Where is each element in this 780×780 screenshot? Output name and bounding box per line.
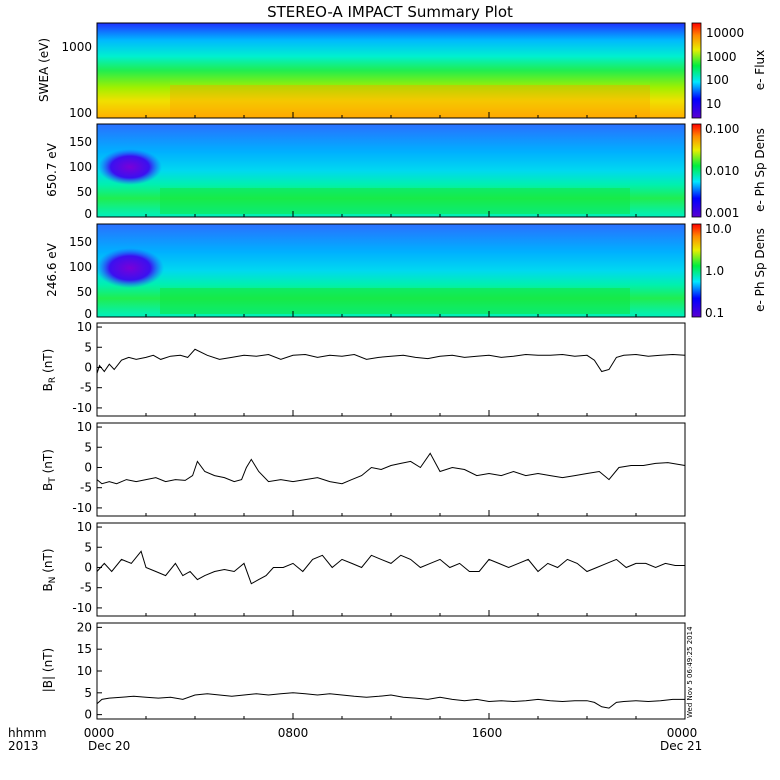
bt-ytick: 0 xyxy=(84,460,92,474)
br-line xyxy=(96,348,686,374)
bmag-panel: |B| (nT) 20 15 10 5 0 xyxy=(41,620,686,722)
br-ytick: -10 xyxy=(72,401,92,415)
bmag-ytick: 0 xyxy=(84,708,92,722)
x-tick-0000-end: 0000 xyxy=(667,726,698,740)
swea-colorbar xyxy=(691,22,702,119)
bt-ytick: -10 xyxy=(72,501,92,515)
timestamp: Wed Nov 5 06:49:25 2014 xyxy=(686,626,694,718)
x-tick-0000: 0000 xyxy=(84,726,115,740)
br-panel: BR (nT) 10 5 0 -5 -10 xyxy=(41,320,686,417)
bmag-series-line xyxy=(96,692,685,709)
pad-650-ytick: 100 xyxy=(69,160,92,174)
br-ytick: 0 xyxy=(84,360,92,374)
bt-yticks: 10 5 0 -5 -10 xyxy=(72,420,102,515)
br-ytick: 10 xyxy=(77,320,92,334)
pad-246-ytick: 0 xyxy=(84,307,92,321)
bn-panel: BN (nT) 10 5 0 -5 -10 xyxy=(41,520,686,617)
bn-line xyxy=(96,550,685,585)
pad-650-blob xyxy=(98,149,162,185)
pad-246-ytick: 50 xyxy=(77,285,92,299)
swea-cbar-label: e- Flux xyxy=(753,50,767,90)
panel-frame xyxy=(96,522,686,617)
pad-650-ytick: 150 xyxy=(69,135,92,149)
pad-246-green-band xyxy=(160,288,630,314)
bn-ytick: 0 xyxy=(84,560,92,574)
pad-650-cbar-tick: 0.010 xyxy=(705,164,739,178)
bt-ytick: 5 xyxy=(84,440,92,454)
bn-ytick: 5 xyxy=(84,540,92,554)
br-ytick: -5 xyxy=(80,381,92,395)
br-series-line xyxy=(96,348,686,374)
plot-title: STEREO-A IMPACT Summary Plot xyxy=(267,3,513,21)
pad-650-green-band xyxy=(160,188,630,214)
swea-cbar-tick-10: 10 xyxy=(706,97,721,111)
pad-650-cbar-tick: 0.100 xyxy=(705,122,739,136)
panel-frame xyxy=(96,422,686,517)
swea-cbar-tick-1000: 1000 xyxy=(706,50,737,64)
pad-650-ytick: 50 xyxy=(77,185,92,199)
pad-246-ylabel: 246.6 eV xyxy=(45,242,59,297)
bt-ylabel: BT (nT) xyxy=(41,449,58,491)
br-yticks: 10 5 0 -5 -10 xyxy=(72,320,102,415)
bt-series-line xyxy=(96,452,686,485)
swea-ytick-100: 100 xyxy=(69,106,92,120)
bn-series-line xyxy=(96,550,685,585)
pad-246-cbar-tick: 0.1 xyxy=(705,306,724,320)
swea-ylabel: SWEA (eV) xyxy=(37,38,51,102)
swea-panel: SWEA (eV) 1000 100 10000 1000 100 10 e- … xyxy=(37,22,767,120)
bt-line xyxy=(96,452,686,485)
pad-650-ylabel: 650.7 eV xyxy=(45,142,59,197)
swea-cbar-tick-100: 100 xyxy=(706,73,729,87)
bt-panel: BT (nT) 10 5 0 -5 -10 xyxy=(41,420,686,517)
pad-246-cbar-tick: 10.0 xyxy=(705,222,732,236)
bn-ytick: 10 xyxy=(77,520,92,534)
bmag-ytick: 10 xyxy=(77,664,92,678)
br-ylabel: BR (nT) xyxy=(41,349,58,392)
bmag-ytick: 5 xyxy=(84,686,92,700)
pad-650-colorbar xyxy=(691,123,702,218)
bmag-ylabel: |B| (nT) xyxy=(41,648,55,692)
swea-spectrogram xyxy=(97,23,685,118)
pad-246-cbar-tick: 1.0 xyxy=(705,264,724,278)
bmag-ytick: 20 xyxy=(77,620,92,634)
br-ytick: 5 xyxy=(84,340,92,354)
pad-650-panel: 650.7 eV 150 100 50 0 0.100 0.010 0.001 … xyxy=(45,122,767,221)
bn-yticks: 10 5 0 -5 -10 xyxy=(72,520,102,615)
bt-ytick: -5 xyxy=(80,481,92,495)
pad-650-cbar-label: e- Ph Sp Dens xyxy=(753,128,767,212)
x-tick-0800: 0800 xyxy=(278,726,309,740)
pad-246-ytick: 150 xyxy=(69,235,92,249)
date-end: Dec 21 xyxy=(660,739,702,753)
panel-frame xyxy=(96,322,686,417)
panel-frame xyxy=(96,622,686,720)
pad-246-panel: 246.6 eV 150 100 50 0 10.0 1.0 0.1 e- Ph… xyxy=(45,222,767,321)
swea-warm-band xyxy=(170,85,650,118)
bn-ytick: -10 xyxy=(72,601,92,615)
bmag-line xyxy=(96,692,685,709)
bt-ytick: 10 xyxy=(77,420,92,434)
pad-246-cbar-label: e- Ph Sp Dens xyxy=(753,228,767,312)
pad-246-ytick: 100 xyxy=(69,260,92,274)
bn-ytick: -5 xyxy=(80,581,92,595)
date-start: Dec 20 xyxy=(88,739,130,753)
x-tick-1600: 1600 xyxy=(472,726,503,740)
swea-ytick-1000: 1000 xyxy=(61,40,92,54)
bn-ylabel: BN (nT) xyxy=(41,548,58,591)
bmag-yticks: 20 15 10 5 0 xyxy=(77,620,102,722)
swea-cbar-tick-10000: 10000 xyxy=(706,26,744,40)
pad-650-cbar-tick: 0.001 xyxy=(705,206,739,220)
footer-hhmm-label: hhmm xyxy=(8,726,47,740)
pad-246-colorbar xyxy=(691,223,702,318)
footer-year-label: 2013 xyxy=(8,739,39,753)
pad-650-ytick: 0 xyxy=(84,207,92,221)
pad-246-blob xyxy=(96,248,164,288)
bmag-ytick: 15 xyxy=(77,642,92,656)
